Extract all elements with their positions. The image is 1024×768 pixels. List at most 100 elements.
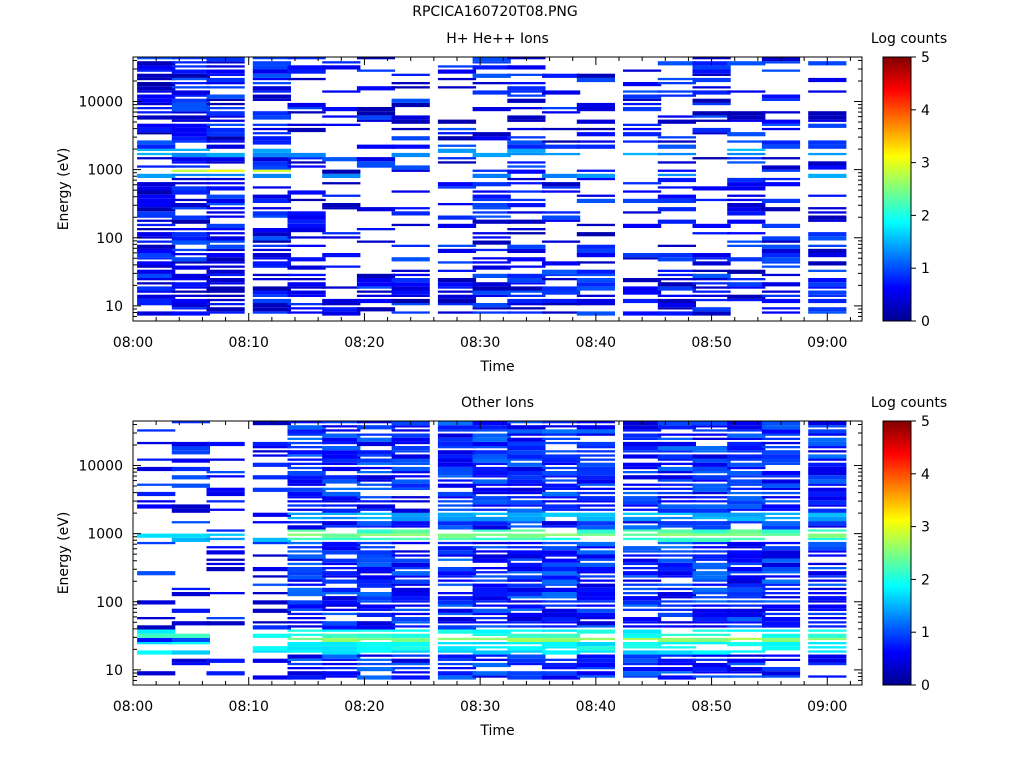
spectrogram-cell: [727, 654, 766, 657]
spectrogram-cell: [657, 294, 696, 297]
spectrogram-cell: [472, 441, 511, 447]
spectrogram-cell: [437, 554, 477, 557]
spectrogram-cell: [472, 646, 511, 649]
spectrogram-cell: [623, 600, 662, 605]
spectrogram-cell: [623, 596, 662, 601]
spectrogram-cell: [287, 667, 326, 670]
spectrogram-cell: [542, 600, 581, 603]
spectrogram-cell: [437, 637, 477, 641]
spectrogram-cell: [507, 161, 546, 164]
spectrogram-cell: [206, 286, 245, 291]
spectrogram-cell: [507, 546, 546, 549]
spectrogram-cell: [252, 161, 291, 166]
spectrogram-cell: [322, 525, 361, 528]
spectrogram-cell: [472, 107, 511, 112]
spectrogram-cell: [542, 454, 581, 459]
spectrogram-cell: [507, 475, 546, 480]
spectrogram-cell: [576, 253, 615, 258]
spectrogram-cell: [472, 152, 511, 158]
spectrogram-cell: [252, 286, 291, 291]
spectrogram-cell: [322, 433, 361, 438]
spectrogram-cell: [137, 182, 176, 187]
spectrogram-cell: [437, 571, 477, 576]
spectrogram-cell: [322, 203, 361, 208]
spectrogram-cell: [692, 198, 731, 202]
spectrogram-cell: [692, 529, 731, 534]
spectrogram-cell: [171, 152, 210, 158]
spectrogram-cell: [472, 294, 511, 297]
spectrogram-cell: [437, 466, 477, 472]
spectrogram-cell: [356, 583, 396, 588]
spectrogram-cell: [692, 500, 731, 503]
spectrogram-cell: [761, 529, 801, 534]
spectrogram-cell: [808, 140, 847, 145]
spectrogram-cell: [137, 69, 176, 72]
spectrogram-cell: [727, 61, 766, 66]
spectrogram-cell: [623, 102, 662, 106]
spectrogram-cell: [657, 600, 696, 603]
spectrogram-cell: [391, 425, 430, 428]
spectrogram-cell: [206, 273, 245, 277]
spectrogram-cell: [287, 157, 326, 160]
spectrogram-cell: [576, 575, 615, 578]
spectrogram-cell: [542, 533, 581, 536]
spectrogram-cell: [137, 194, 176, 199]
spectrogram-cell: [507, 115, 546, 120]
y-axis-label: Energy (eV): [56, 148, 72, 231]
spectrogram-cell: [623, 508, 662, 511]
spectrogram-cell: [692, 471, 731, 474]
spectrogram-cell: [727, 533, 766, 536]
spectrogram-cell: [623, 554, 662, 557]
spectrogram-cell: [252, 240, 291, 243]
spectrogram-cell: [391, 637, 430, 642]
spectrogram-cell: [623, 650, 662, 655]
spectrogram-cell: [171, 86, 210, 89]
spectrogram-cell: [356, 592, 396, 597]
spectrogram-cell: [472, 203, 511, 208]
spectrogram-cell: [171, 642, 210, 645]
spectrogram-cell: [287, 198, 326, 202]
spectrogram-cell: [171, 650, 210, 655]
spectrogram-cell: [623, 675, 662, 678]
spectrogram-cell: [692, 541, 731, 545]
spectrogram-cell: [137, 458, 176, 461]
spectrogram-cell: [252, 567, 291, 572]
spectrogram-cell: [692, 608, 731, 613]
spectrogram-cell: [137, 198, 176, 203]
spectrogram-cell: [576, 667, 615, 670]
spectrogram-cell: [252, 298, 291, 304]
spectrogram-cell: [657, 471, 696, 474]
spectrogram-cell: [542, 658, 581, 661]
spectrogram-cell: [542, 219, 581, 222]
spectrogram-cell: [287, 646, 326, 651]
spectrogram-cell: [356, 633, 396, 638]
spectrogram-cell: [472, 612, 511, 616]
spectrogram-cell: [808, 617, 847, 620]
spectrogram-cell: [322, 592, 361, 595]
spectrogram-cell: [322, 675, 361, 678]
spectrogram-cell: [692, 567, 731, 570]
spectrogram-cell: [391, 311, 430, 314]
spectrogram-cell: [727, 675, 766, 678]
spectrogram-cell: [287, 123, 326, 126]
spectrogram-cell: [623, 496, 662, 501]
spectrogram-cell: [692, 496, 731, 499]
spectrogram-cell: [576, 558, 615, 561]
spectrogram-cell: [657, 161, 696, 164]
spectrogram-cell: [576, 471, 615, 476]
spectrogram-cell: [472, 625, 511, 628]
x-tick-label: 09:00: [807, 335, 847, 351]
spectrogram-cell: [437, 583, 477, 586]
spectrogram-cell: [472, 512, 511, 515]
spectrogram-cell: [576, 429, 615, 434]
spectrogram-cell: [472, 454, 511, 459]
spectrogram-cell: [391, 458, 430, 463]
spectrogram-cell: [472, 554, 511, 559]
spectrogram-cell: [287, 303, 326, 306]
spectrogram-cell: [206, 298, 245, 302]
spectrogram-cell: [356, 521, 396, 526]
spectrogram-cell: [657, 592, 696, 597]
spectrogram-cell: [356, 533, 396, 536]
spectrogram-cell: [322, 558, 361, 563]
spectrogram-cell: [542, 525, 581, 528]
